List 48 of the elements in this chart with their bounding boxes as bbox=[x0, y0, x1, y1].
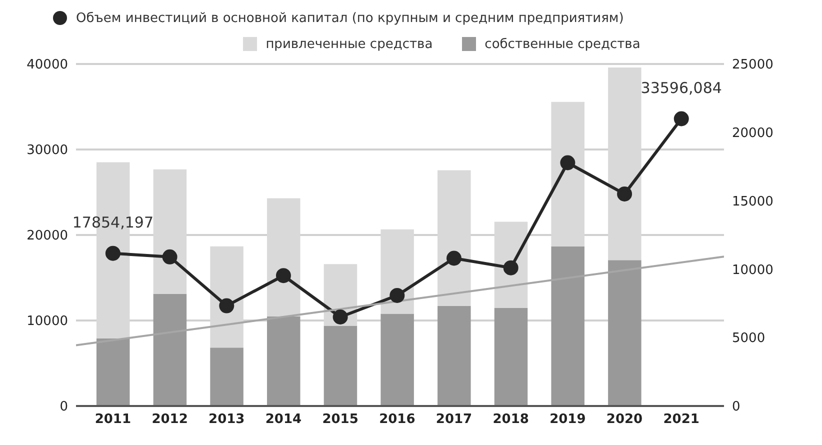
y2-tick-label: 5000 bbox=[732, 331, 766, 346]
bar bbox=[210, 348, 244, 406]
point bbox=[617, 186, 632, 202]
point bbox=[332, 309, 348, 324]
point bbox=[276, 268, 291, 284]
point bbox=[105, 246, 120, 261]
y2-tick-label: 10000 bbox=[732, 262, 774, 278]
y2-tick-label: 25000 bbox=[732, 58, 774, 73]
legend-label: собственные средства bbox=[484, 36, 640, 52]
bar bbox=[96, 338, 130, 406]
x-tick-label: 2011 bbox=[94, 412, 132, 428]
x-tick-label: 2021 bbox=[663, 412, 700, 428]
bar bbox=[608, 260, 642, 406]
bar bbox=[153, 294, 187, 406]
y2-tick-label: 0 bbox=[732, 400, 740, 415]
legend-label: Объем инвестиций в основной капитал (по крупным и средним предприятиям) bbox=[75, 10, 624, 26]
x-tick-label: 2017 bbox=[436, 412, 472, 428]
x-tick-label: 2013 bbox=[208, 412, 245, 428]
x-tick-label: 2018 bbox=[492, 412, 529, 428]
point bbox=[390, 288, 405, 303]
x-tick-label: 2012 bbox=[152, 412, 188, 428]
bar bbox=[494, 308, 528, 406]
point bbox=[674, 111, 689, 126]
point bbox=[446, 250, 462, 266]
point bbox=[162, 249, 178, 264]
x-tick-label: 2016 bbox=[379, 412, 416, 428]
point bbox=[560, 155, 576, 170]
legend-label: привлеченные средства bbox=[264, 36, 433, 52]
point bbox=[219, 298, 234, 314]
y-tick-label: 40000 bbox=[26, 58, 68, 73]
y2-tick-label: 15000 bbox=[732, 194, 774, 210]
data-label: 33596,084 bbox=[640, 78, 722, 97]
x-tick-label: 2019 bbox=[550, 412, 586, 428]
bar bbox=[551, 246, 584, 406]
bar bbox=[438, 306, 471, 406]
y-tick-label: 20000 bbox=[26, 228, 68, 244]
x-tick-label: 2014 bbox=[265, 412, 302, 428]
y-tick-label: 10000 bbox=[26, 314, 68, 330]
y-tick-label: 0 bbox=[60, 400, 68, 415]
y2-tick-label: 20000 bbox=[732, 126, 774, 142]
point bbox=[503, 260, 518, 276]
data-label: 17854,197 bbox=[72, 213, 154, 232]
x-tick-label: 2020 bbox=[606, 412, 643, 428]
bar bbox=[324, 326, 358, 406]
x-tick-label: 2015 bbox=[322, 412, 358, 428]
y-tick-label: 30000 bbox=[26, 143, 68, 158]
bar bbox=[267, 316, 300, 406]
bar bbox=[380, 314, 414, 406]
